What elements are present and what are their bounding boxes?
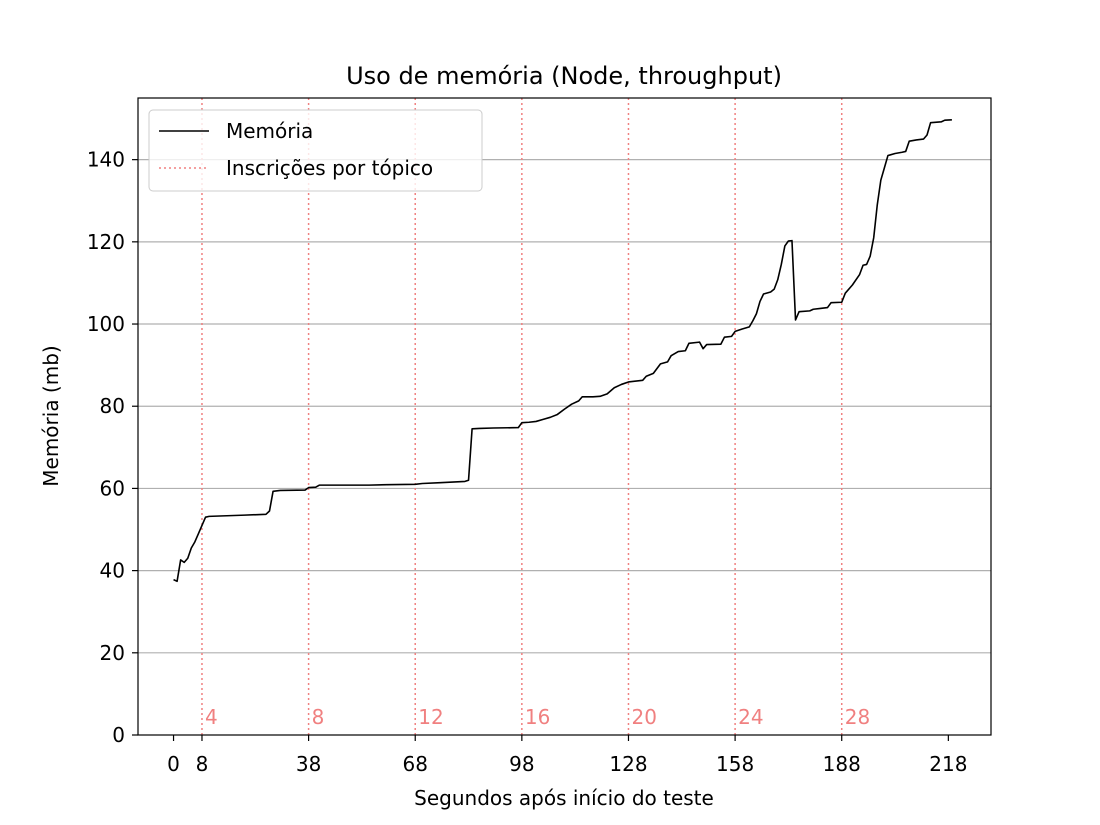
plot-frame [137,97,992,736]
x-axis-label: Segundos após início do teste [414,786,714,810]
x-tick-label: 38 [296,752,321,776]
topic-marker-label: 8 [312,705,325,729]
y-tick-label: 0 [112,723,125,747]
y-tick-label: 140 [87,148,125,172]
x-tick-label: 0 [167,752,180,776]
series-line-memoria [173,118,952,583]
x-tick-label: 188 [823,752,861,776]
topic-marker-label: 12 [418,705,443,729]
legend-item-inscricoes: Inscrições por tópico [226,156,433,180]
y-tick-label: 100 [87,312,125,336]
y-tick-label: 40 [100,559,125,583]
topic-marker-label: 28 [845,705,870,729]
y-tick-label: 120 [87,230,125,254]
x-tick-label: 98 [509,752,534,776]
x-axis-ticks: 0 8 38 68 98 128 158 188 218 [167,735,967,776]
y-tick-label: 80 [100,394,125,418]
topic-markers: 4 8 12 16 20 24 28 [201,98,870,735]
y-tick-label: 20 [100,641,125,665]
legend-item-memoria: Memória [226,119,313,143]
topic-marker-label: 24 [738,705,763,729]
y-axis-label: Memória (mb) [39,345,63,486]
topic-marker-label: 20 [631,705,656,729]
topic-marker-label: 16 [525,705,550,729]
chart-title: Uso de memória (Node, throughput) [346,62,782,90]
y-axis-ticks: 0 20 40 60 80 100 120 140 [87,148,138,747]
x-tick-label: 218 [929,752,967,776]
grid-lines [138,159,991,654]
x-tick-label: 158 [716,752,754,776]
series-layer [173,118,952,583]
y-tick-label: 60 [100,476,125,500]
x-tick-label: 128 [609,752,647,776]
legend-box [148,109,483,192]
topic-marker-label: 4 [205,705,218,729]
x-tick-label: 68 [402,752,427,776]
x-tick-label: 8 [196,752,209,776]
legend: Memória Inscrições por tópico [148,109,483,192]
